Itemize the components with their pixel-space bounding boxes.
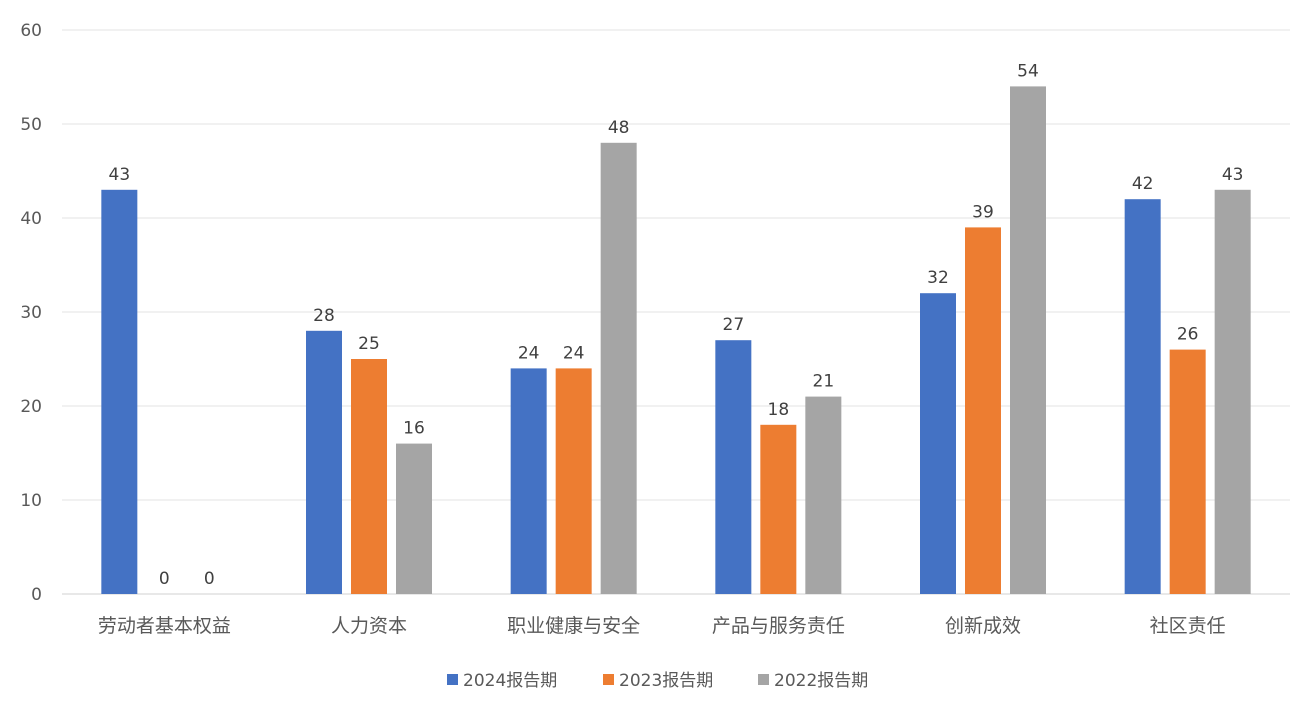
- bar: [1124, 199, 1161, 594]
- legend-label: 2024报告期: [463, 671, 557, 691]
- bar: [1010, 86, 1046, 595]
- data-label: 24: [518, 343, 540, 363]
- x-tick-label: 劳动者基本权益: [98, 615, 231, 637]
- data-label: 28: [313, 306, 335, 326]
- legend-swatch: [447, 674, 458, 685]
- bar: [396, 443, 432, 594]
- data-label: 43: [1222, 165, 1244, 185]
- data-label: 27: [723, 315, 745, 335]
- data-label: 42: [1132, 174, 1154, 194]
- bar: [600, 142, 637, 595]
- x-tick-label: 产品与服务责任: [712, 615, 845, 637]
- bar: [1169, 349, 1206, 594]
- legend-swatch: [758, 674, 769, 685]
- x-tick-label: 职业健康与安全: [507, 615, 640, 637]
- y-tick-label: 30: [20, 303, 42, 323]
- data-label: 43: [109, 165, 131, 185]
- data-label: 24: [563, 343, 585, 363]
- y-tick-label: 0: [31, 585, 42, 605]
- data-label: 18: [768, 400, 790, 420]
- bar: [306, 330, 342, 594]
- data-label: 0: [204, 569, 215, 589]
- bar: [920, 293, 956, 594]
- y-tick-label: 10: [20, 491, 42, 511]
- data-label: 25: [358, 334, 380, 354]
- bar: [965, 227, 1001, 594]
- bar: [1214, 189, 1251, 595]
- y-tick-label: 60: [20, 21, 42, 41]
- x-tick-label: 人力资本: [331, 615, 407, 637]
- legend-label: 2022报告期: [774, 671, 868, 691]
- data-label: 54: [1017, 61, 1039, 81]
- data-label: 0: [159, 569, 170, 589]
- x-tick-label: 社区责任: [1150, 615, 1226, 637]
- data-label: 39: [972, 202, 994, 222]
- data-label: 16: [403, 419, 425, 439]
- legend-label: 2023报告期: [619, 671, 713, 691]
- bar: [351, 359, 387, 594]
- data-label: 32: [927, 268, 949, 288]
- bar: [101, 189, 138, 595]
- bar: [510, 368, 547, 594]
- data-label: 48: [608, 118, 630, 138]
- legend-swatch: [603, 674, 614, 685]
- data-label: 21: [813, 372, 835, 392]
- y-tick-label: 50: [20, 115, 42, 135]
- x-tick-label: 创新成效: [945, 615, 1021, 637]
- bar: [760, 424, 797, 594]
- bar: [555, 368, 592, 594]
- data-label: 26: [1177, 325, 1199, 345]
- bar: [805, 396, 842, 594]
- y-tick-label: 40: [20, 209, 42, 229]
- bar: [715, 340, 752, 594]
- y-tick-label: 20: [20, 397, 42, 417]
